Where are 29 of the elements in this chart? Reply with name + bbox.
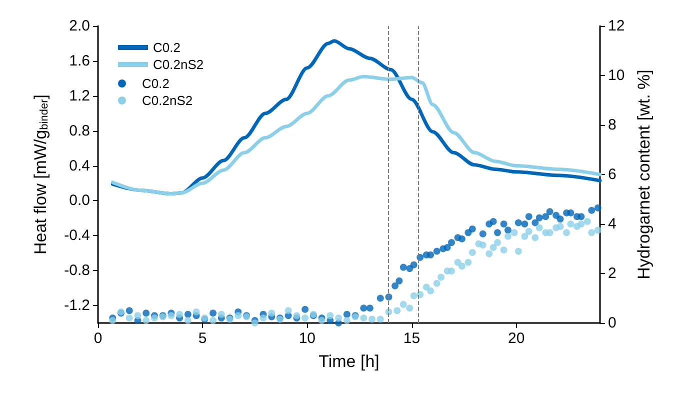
y-tick-label: 0.8 — [69, 122, 90, 140]
x-tick-label: 20 — [508, 330, 525, 347]
y2-tick-label: 10 — [608, 67, 625, 84]
legend-label: C0.2nS2 — [153, 57, 204, 72]
x-tick-label: 5 — [198, 330, 207, 347]
y2-tick-label: 0 — [608, 314, 616, 332]
y-axis-title: Heat flow [mW/gbinder] — [31, 94, 50, 254]
x-tick-label: 0 — [94, 330, 102, 347]
y2-tick-label: 8 — [608, 116, 616, 134]
legend-label: C0.2 — [153, 40, 180, 55]
y2-tick-label: 4 — [608, 216, 616, 232]
x-tick-label: 15 — [403, 330, 420, 347]
line-series — [110, 74, 602, 196]
y2-tick-label: 2 — [608, 265, 616, 282]
legend-label: C0.2 — [142, 76, 170, 91]
x-axis-title: Time [h] — [318, 352, 380, 371]
legend-label: C0.2nS2 — [142, 93, 193, 108]
x-tick-label: 10 — [298, 330, 316, 347]
y-tick-label: 0.0 — [69, 192, 90, 210]
y-tick-label: 2.0 — [69, 18, 90, 34]
y-tick-label: 0.4 — [69, 157, 90, 174]
y-tick-label: -0.4 — [64, 227, 90, 244]
y2-tick-label: 12 — [608, 18, 625, 34]
y-tick-label: 1.2 — [69, 87, 90, 104]
y-tick-label: -0.8 — [64, 262, 90, 280]
y2-tick-label: 6 — [608, 166, 616, 183]
y-tick-label: -1.2 — [64, 297, 90, 314]
y-tick-label: 1.6 — [69, 52, 90, 70]
y2-axis-title: Hydrogarnet content [wt. %] — [634, 70, 654, 280]
